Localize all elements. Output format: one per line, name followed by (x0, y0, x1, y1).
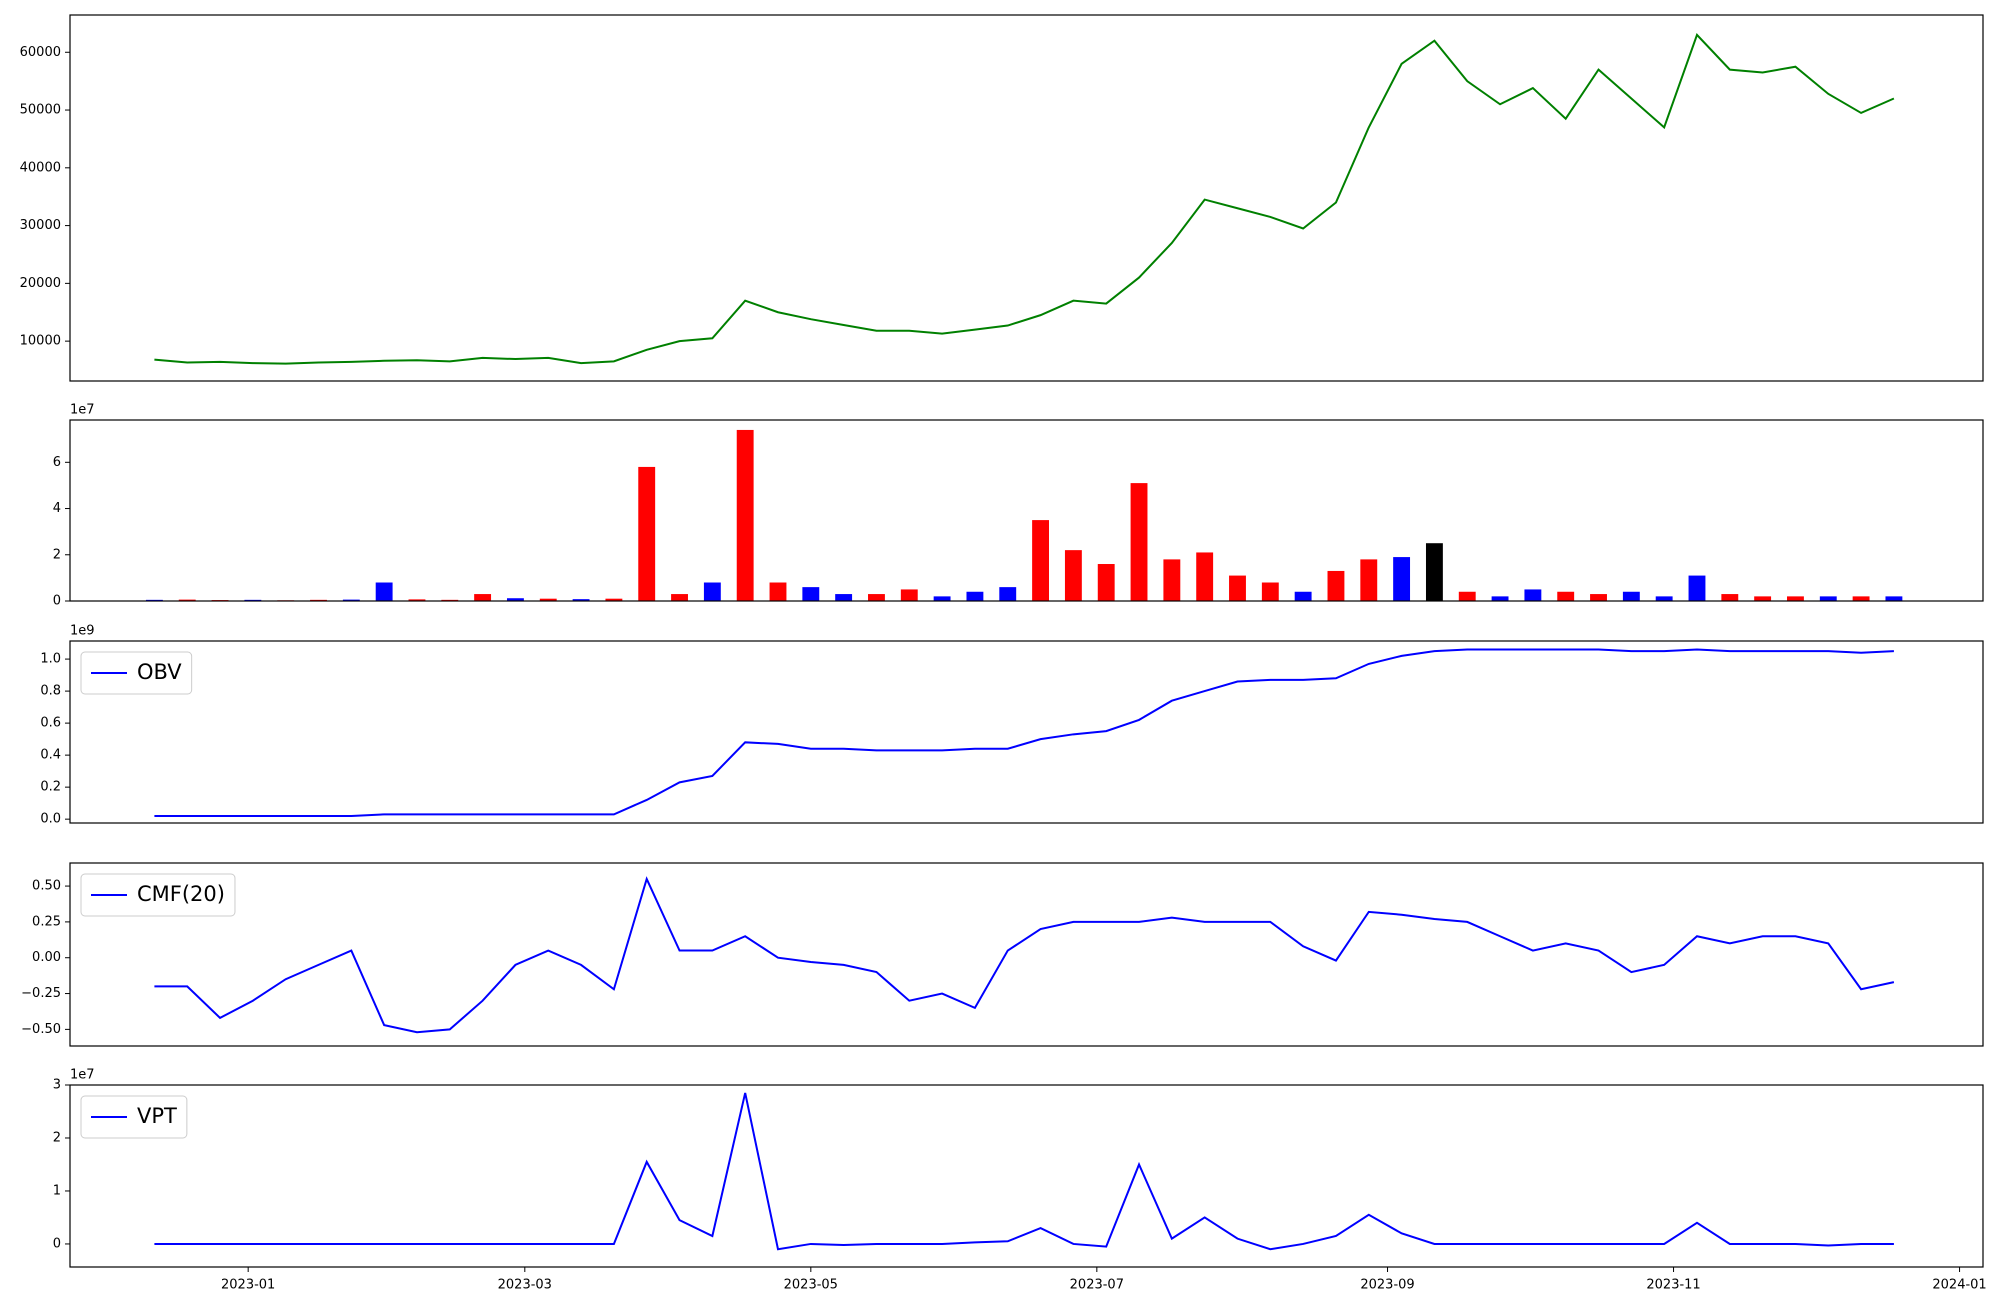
volume-bar (671, 594, 688, 601)
legend-label: VPT (137, 1104, 177, 1128)
y-offset-label: 1e9 (70, 624, 95, 639)
y-tick-label: 0 (53, 1236, 61, 1251)
y-tick-label: 0.0 (40, 812, 61, 827)
y-tick-label: 4 (53, 501, 61, 516)
volume-bar (1294, 591, 1312, 601)
x-tick-label: 2023-09 (1360, 1278, 1414, 1293)
volume-bar (1097, 564, 1115, 601)
volume-bar (736, 429, 754, 601)
volume-bar (342, 599, 360, 601)
x-tick-label: 2023-03 (498, 1278, 552, 1293)
volume-bar (1622, 591, 1640, 601)
y-tick-label: 30000 (20, 218, 61, 233)
volume-bar (835, 594, 853, 601)
volume-bar (1229, 575, 1246, 601)
x-tick-label: 2023-01 (221, 1278, 275, 1293)
line-series (154, 648, 1894, 817)
y-tick-label: 50000 (20, 103, 61, 118)
volume-bar (966, 591, 984, 601)
volume-bar (572, 599, 590, 601)
volume-bar (1458, 591, 1476, 601)
legend-box (80, 1095, 188, 1139)
y-tick-label: 0 (53, 594, 61, 609)
line-series (154, 876, 1895, 1034)
y-tick-label: 10000 (20, 334, 61, 349)
volume-bar (1590, 594, 1607, 601)
y-tick-label: −0.25 (21, 986, 61, 1001)
volume-bar (1261, 582, 1279, 601)
y-offset-label: 1e7 (70, 403, 95, 418)
y-tick-label: 0.6 (40, 716, 61, 731)
line-series (154, 1092, 1894, 1251)
y-tick-label: 60000 (20, 45, 61, 60)
volume-bar (1064, 550, 1082, 601)
y-tick-label: 1 (53, 1183, 61, 1198)
volume-bar (1524, 589, 1542, 601)
volume-bar (933, 596, 951, 601)
legend-box (80, 651, 193, 695)
volume-bar (1425, 543, 1443, 601)
volume-bar (1754, 596, 1772, 601)
volume-bar (1688, 575, 1706, 601)
y-tick-label: 1.0 (40, 652, 61, 667)
volume-bar (868, 594, 885, 601)
volume-bar (1787, 596, 1804, 601)
axes-frame (69, 419, 1984, 602)
y-tick-label: −0.50 (21, 1022, 61, 1037)
volume-bar (1655, 596, 1673, 601)
volume-bar (1327, 570, 1345, 601)
y-tick-label: 40000 (20, 160, 61, 175)
volume-bar (1885, 596, 1903, 601)
legend-box (80, 873, 236, 917)
legend-label: OBV (137, 660, 182, 684)
x-tick-label: 2023-07 (1070, 1278, 1124, 1293)
y-tick-label: 0.4 (40, 748, 61, 763)
volume-bar (506, 598, 524, 601)
volume-bar (539, 598, 557, 601)
x-tick-label: 2023-05 (784, 1278, 838, 1293)
volume-bar (1852, 596, 1870, 601)
y-tick-label: 3 (53, 1078, 61, 1093)
volume-bar (474, 594, 492, 601)
volume-bar (1130, 483, 1148, 601)
y-offset-label: 1e7 (70, 1068, 95, 1083)
x-tick-label: 2023-11 (1646, 1278, 1700, 1293)
volume-bar (638, 466, 656, 601)
y-tick-label: 2 (53, 1130, 61, 1145)
y-tick-label: 0.8 (40, 684, 61, 699)
volume-bar (802, 587, 820, 601)
volume-bar (769, 582, 787, 601)
volume-bar (1196, 552, 1214, 601)
y-tick-label: 2 (53, 547, 61, 562)
x-tick-label: 2024-01 (1932, 1278, 1986, 1293)
axes-frame (69, 14, 1984, 382)
volume-bar (408, 599, 426, 601)
volume-bar (1557, 591, 1575, 601)
volume-bar (1721, 594, 1739, 601)
y-tick-label: 0.25 (32, 914, 61, 929)
volume-bar (1491, 596, 1509, 601)
y-tick-label: 20000 (20, 276, 61, 291)
y-tick-label: 0.50 (32, 879, 61, 894)
line-series (154, 33, 1895, 365)
volume-bar (1032, 520, 1050, 601)
volume-bar (1393, 557, 1411, 601)
axes-frame (69, 1084, 1984, 1268)
volume-bar (703, 582, 721, 601)
y-tick-label: 0.2 (40, 780, 61, 795)
volume-bar (605, 598, 623, 601)
axes-frame (69, 862, 1984, 1047)
volume-bar (1360, 559, 1378, 601)
volume-bar (900, 589, 918, 601)
volume-bar (1819, 596, 1837, 601)
y-tick-label: 6 (53, 455, 61, 470)
y-tick-label: 0.00 (32, 950, 61, 965)
volume-bar (375, 582, 393, 601)
legend-label: CMF(20) (137, 882, 225, 906)
axes-frame (69, 640, 1984, 824)
volume-bar (1163, 559, 1181, 601)
volume-bar (999, 587, 1017, 601)
volume-bar (178, 599, 196, 601)
